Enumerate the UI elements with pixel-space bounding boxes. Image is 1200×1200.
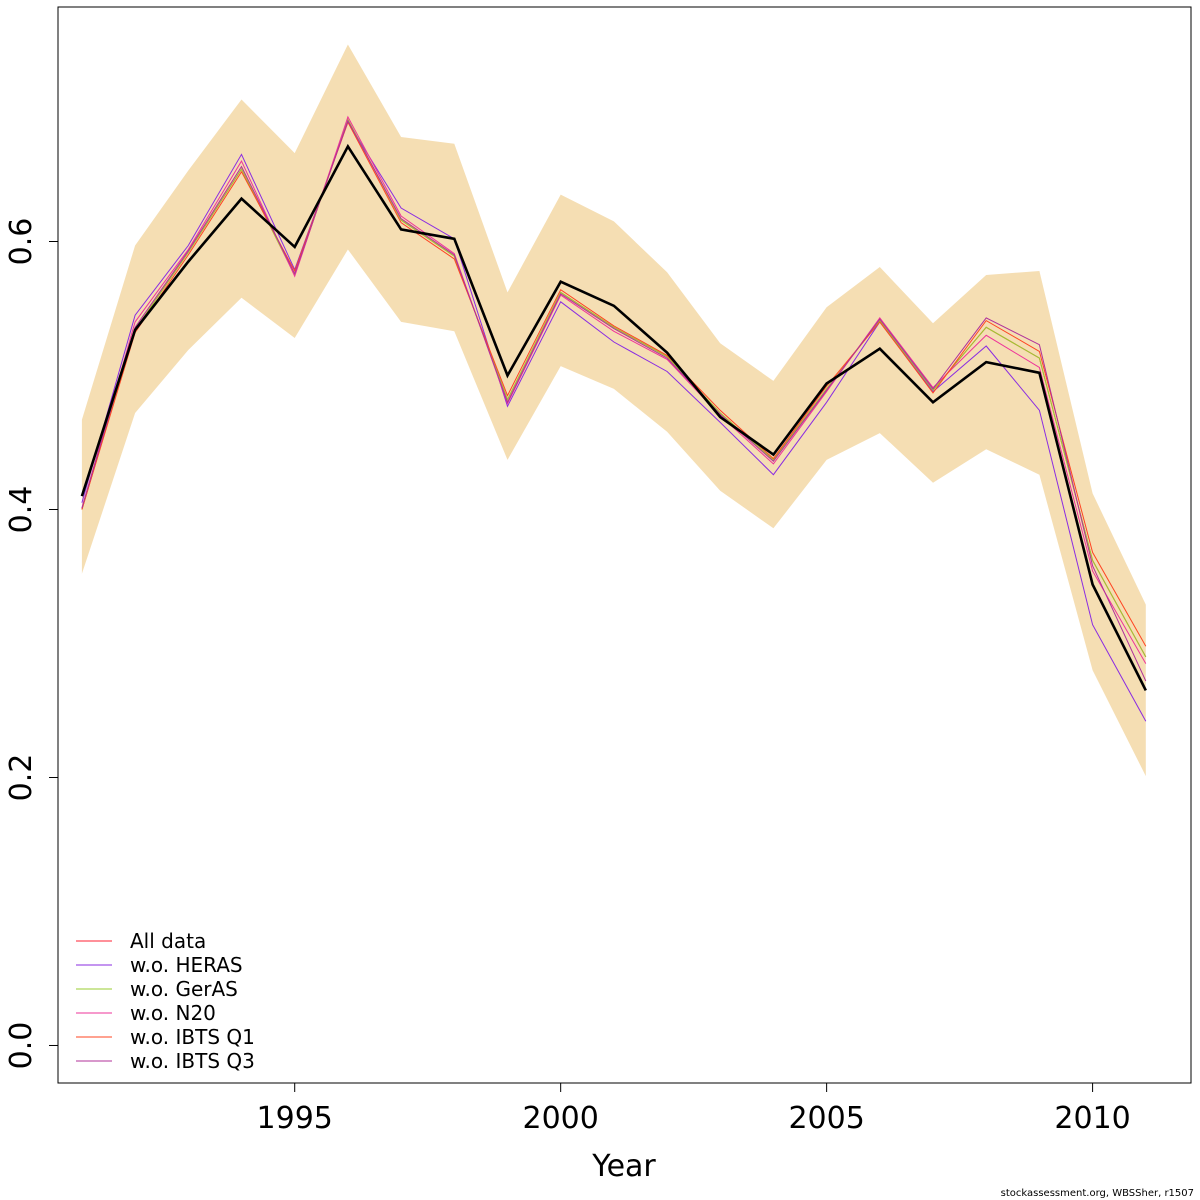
series-line-5 <box>81 120 1147 647</box>
x-tick-label: 2005 <box>788 1101 864 1136</box>
legend-label: w.o. GerAS <box>130 977 238 1001</box>
x-tick-label: 2000 <box>522 1101 598 1136</box>
series-line-2 <box>81 121 1147 722</box>
main-series-layer <box>80 143 1147 691</box>
y-tick-label: 0.6 <box>4 218 39 266</box>
x-tick-label: 2010 <box>1054 1101 1130 1136</box>
main-series-line <box>80 143 1147 691</box>
series-line-4 <box>81 115 1147 664</box>
y-tick-label: 0.4 <box>4 486 39 534</box>
x-axis: 1995 2000 2005 2010 <box>257 1083 1131 1136</box>
y-axis: 0.0 0.2 0.4 0.6 <box>4 218 58 1070</box>
x-axis-title: Year <box>591 1149 656 1184</box>
plot-frame <box>57 6 1192 1084</box>
legend-label: w.o. HERAS <box>130 953 243 977</box>
confidence-band <box>81 44 1146 777</box>
legend-label: w.o. N20 <box>130 1001 216 1025</box>
y-tick-label: 0.2 <box>4 754 39 802</box>
series-line-6 <box>81 119 1147 682</box>
series-layer <box>81 115 1147 722</box>
legend-label: w.o. IBTS Q3 <box>130 1049 255 1073</box>
y-tick-label: 0.0 <box>4 1022 39 1070</box>
legend-label: All data <box>130 929 206 953</box>
legend-label: w.o. IBTS Q1 <box>130 1025 255 1049</box>
footnote: stockassessment.org, WBSSher, r1507 <box>1001 1188 1194 1199</box>
x-tick-label: 1995 <box>257 1101 333 1136</box>
confidence-band-layer <box>81 44 1146 777</box>
